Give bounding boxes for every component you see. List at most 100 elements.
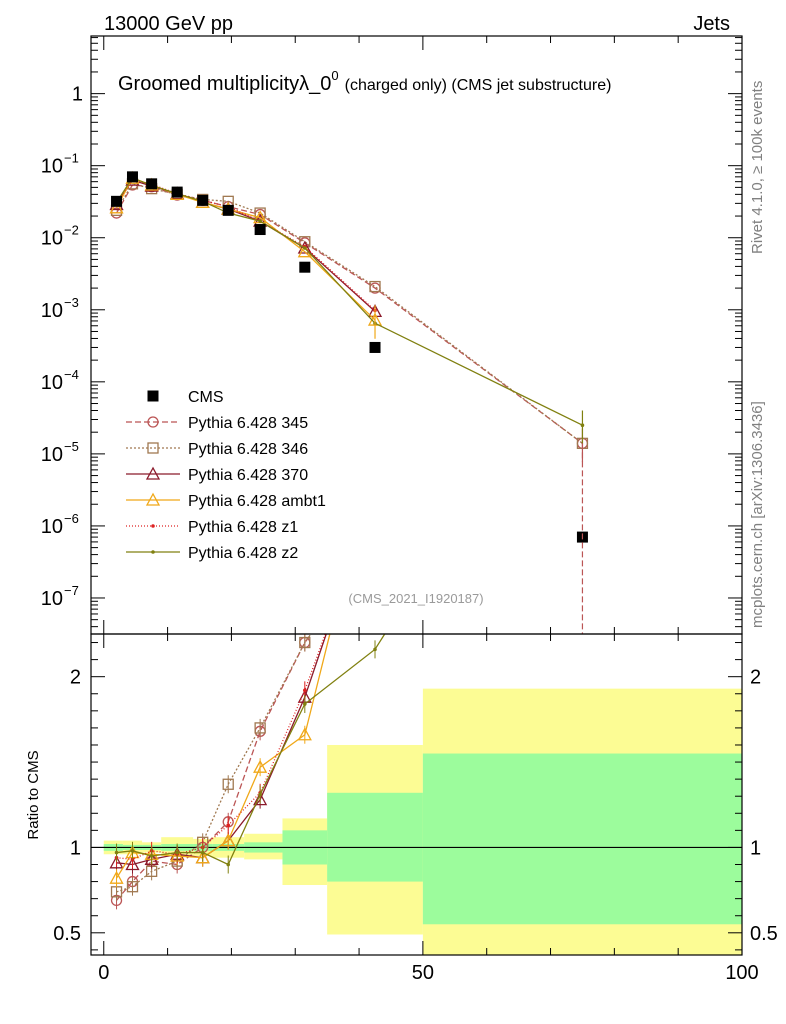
energy-label: 13000 GeV pp — [104, 13, 233, 35]
main-y-tick-exponent: −6 — [64, 511, 79, 526]
legend-label: Pythia 6.428 370 — [188, 467, 308, 484]
chart-title-extra: (charged only) (CMS jet substructure) — [345, 77, 612, 94]
data-point-cms — [222, 204, 234, 216]
main-y-tick-exponent: −5 — [64, 439, 79, 454]
chart-title-sup: 0 — [331, 68, 338, 83]
data-point-cms — [126, 171, 138, 183]
ratio-frame — [90, 633, 743, 956]
main-data — [109, 170, 589, 634]
ratio-point-pythia-6-428-z2 — [175, 850, 179, 855]
ratio-point-pythia-6-428-ambt1 — [253, 759, 268, 773]
ratio-x-tick-label: 0 — [98, 962, 109, 984]
main-y-tick-label: 10 — [41, 156, 63, 178]
ratio-y-axis-label: Ratio to CMS — [25, 750, 42, 839]
data-point-pythia-6-428-346 — [369, 280, 381, 293]
ratio-point-pythia-6-428-346 — [299, 636, 311, 649]
ratio-point-pythia-6-428-ambt1 — [109, 870, 124, 884]
ratio-point-pythia-6-428-ambt1 — [221, 833, 236, 847]
mcplots-side-label: mcplots.cern.ch [arXiv:1306.3436] — [749, 401, 766, 628]
legend-label: CMS — [188, 389, 224, 406]
legend-marker — [151, 550, 155, 554]
main-y-tick-exponent: −7 — [64, 583, 79, 598]
data-point-pythia-6-428-z2 — [303, 246, 307, 250]
ratio-y-tick-label: 1 — [70, 837, 81, 859]
chart-title-main: Groomed multiplicityλ_0 — [118, 73, 331, 95]
data-point-cms — [197, 194, 209, 206]
ratio-point-pythia-6-428-ambt1 — [297, 727, 312, 741]
ratio-y-tick-label: 2 — [70, 667, 81, 689]
ratio-point-pythia-6-428-z2 — [303, 702, 307, 706]
legend-marker — [147, 416, 159, 428]
data-point-cms — [369, 341, 381, 353]
ratio-point-pythia-6-428-370 — [109, 855, 124, 869]
stat-uncertainty-band — [422, 753, 742, 925]
series-line-pythia-6-428-ambt1 — [115, 177, 376, 321]
legend-marker — [147, 442, 159, 454]
legend-label: Pythia 6.428 z2 — [188, 545, 298, 562]
ratio-point-pythia-6-428-z2 — [200, 850, 205, 855]
data-point-cms — [171, 186, 183, 198]
ratio-data — [91, 634, 742, 955]
main-y-tick-label: 10 — [41, 372, 63, 394]
main-y-tick-exponent: −4 — [64, 367, 79, 382]
ratio-y-tick-label: 0.5 — [53, 923, 81, 945]
ratio-point-pythia-6-428-z2 — [114, 850, 119, 855]
main-y-tick-exponent: −3 — [64, 295, 79, 310]
legend-marker — [145, 466, 161, 480]
data-point-cms — [254, 224, 266, 236]
ratio-point-pythia-6-428-346 — [126, 881, 139, 893]
legend-marker — [147, 390, 159, 402]
rivet-side-label: Rivet 4.1.0, ≥ 100k events — [749, 81, 766, 254]
data-point-pythia-6-428-ambt1 — [109, 200, 124, 214]
stat-uncertainty-band — [327, 792, 423, 882]
data-point-cms — [299, 261, 311, 273]
series-line-pythia-6-428-z2 — [115, 176, 583, 426]
ratio-point-pythia-6-428-z2 — [149, 854, 154, 858]
main-y-tick-exponent: −1 — [64, 151, 79, 166]
main-y-tick-exponent: −2 — [64, 223, 79, 238]
ratio-point-pythia-6-428-z2 — [373, 647, 377, 652]
data-point-cms — [146, 178, 158, 190]
ratio-point-pythia-6-428-z2 — [226, 862, 231, 867]
ratio-y-tick-label-right: 0.5 — [750, 923, 778, 945]
main-y-tick-label: 10 — [41, 228, 63, 250]
analysis-watermark: (CMS_2021_I1920187) — [348, 591, 483, 606]
legend-label: Pythia 6.428 ambt1 — [188, 493, 326, 510]
ratio-point-pythia-6-428-z1 — [303, 688, 307, 693]
category-label: Jets — [693, 13, 730, 35]
data-point-pythia-6-428-z2 — [258, 219, 262, 223]
ratio-y-tick-label-right: 2 — [750, 667, 761, 689]
legend-marker — [145, 492, 161, 506]
main-y-tick-label: 10 — [41, 516, 63, 538]
ratio-line-pythia-6-428-z2 — [116, 634, 386, 866]
legend-label: Pythia 6.428 345 — [188, 415, 308, 432]
ratio-line-pythia-6-428-z1 — [116, 634, 326, 861]
chart-title: Groomed multiplicityλ_00 (charged only) (… — [118, 68, 611, 95]
ratio-x-tick-label: 50 — [412, 962, 434, 984]
data-point-cms — [111, 195, 123, 207]
ratio-point-pythia-6-428-ambt1 — [195, 850, 210, 864]
ratio-point-pythia-6-428-346 — [254, 722, 266, 734]
series-line-pythia-6-428-345 — [115, 184, 583, 444]
main-y-tick-label: 10 — [41, 444, 63, 466]
ratio-point-pythia-6-428-370 — [253, 792, 268, 806]
legend-marker — [151, 524, 155, 528]
ratio-y-tick-label-right: 1 — [750, 837, 761, 859]
data-point-pythia-6-428-370 — [297, 240, 312, 254]
main-y-tick-label: 10 — [41, 300, 63, 322]
legend-label: Pythia 6.428 346 — [188, 441, 308, 458]
ratio-panel: 0.5 0.5 1 1 2 2 0 50 100 — [53, 633, 778, 984]
ratio-point-pythia-6-428-z2 — [258, 792, 262, 797]
ratio-x-tick-label: 100 — [725, 962, 758, 984]
series-line-pythia-6-428-370 — [115, 179, 376, 312]
main-panel: 110−110−210−310−410−510−610−7 — [41, 35, 743, 635]
ratio-point-pythia-6-428-z1 — [226, 823, 231, 828]
ratio-point-pythia-6-428-z2 — [130, 849, 135, 853]
series-line-pythia-6-428-z1 — [115, 178, 376, 311]
ratio-point-pythia-6-428-370 — [125, 857, 140, 871]
main-y-tick-label: 1 — [72, 84, 83, 106]
main-y-tick-label: 10 — [41, 588, 63, 610]
series-line-pythia-6-428-346 — [115, 183, 583, 444]
legend: CMS Pythia 6.428 345 Pythia 6.428 346 Pythi… — [126, 389, 326, 562]
